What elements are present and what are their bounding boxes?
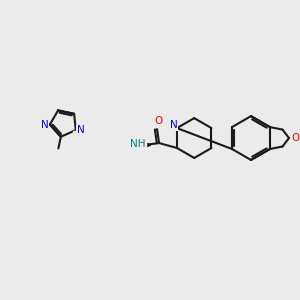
- Text: N: N: [170, 120, 178, 130]
- Text: NH: NH: [130, 139, 146, 149]
- Bar: [83, 101, 146, 165]
- Text: N: N: [41, 120, 49, 130]
- Text: O: O: [292, 133, 300, 143]
- Bar: [73, 131, 88, 141]
- Text: O: O: [154, 116, 162, 126]
- Text: N: N: [77, 125, 85, 135]
